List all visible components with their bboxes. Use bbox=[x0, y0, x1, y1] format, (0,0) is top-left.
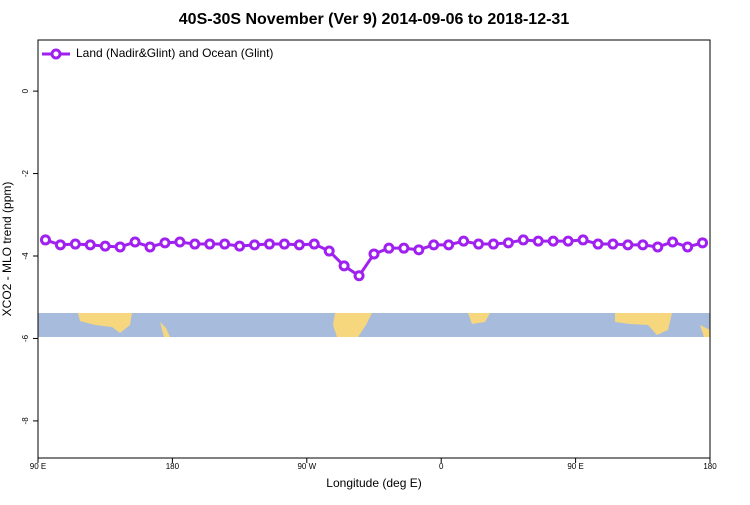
data-point bbox=[398, 242, 410, 254]
data-point bbox=[473, 238, 485, 250]
data-point bbox=[428, 239, 440, 251]
data-point bbox=[487, 238, 499, 250]
data-point bbox=[84, 239, 96, 251]
data-point bbox=[622, 239, 634, 251]
data-point bbox=[159, 237, 171, 249]
x-axis-label: Longitude (deg E) bbox=[326, 476, 421, 490]
data-point bbox=[413, 244, 425, 256]
data-point bbox=[293, 239, 305, 251]
data-point bbox=[517, 234, 529, 246]
data-point bbox=[338, 260, 350, 272]
data-point bbox=[652, 241, 664, 253]
legend: Land (Nadir&Glint) and Ocean (Glint) bbox=[42, 46, 273, 60]
data-point bbox=[592, 238, 604, 250]
data-point bbox=[443, 239, 455, 251]
chart-title: 40S-30S November (Ver 9) 2014-09-06 to 2… bbox=[179, 11, 570, 28]
data-point bbox=[39, 234, 51, 246]
x-tick-label: 180 bbox=[703, 462, 717, 471]
y-tick-label: -4 bbox=[21, 252, 30, 260]
data-point bbox=[323, 245, 335, 257]
data-point bbox=[54, 239, 66, 251]
x-tick-label: 90 E bbox=[567, 462, 583, 471]
data-point bbox=[368, 248, 380, 260]
y-tick-label: -2 bbox=[21, 169, 30, 177]
data-point bbox=[129, 236, 141, 248]
x-tick-label: 180 bbox=[166, 462, 180, 471]
data-point bbox=[249, 239, 261, 251]
data-point bbox=[532, 235, 544, 247]
data-point bbox=[667, 236, 679, 248]
data-point bbox=[353, 270, 365, 282]
data-point bbox=[697, 237, 709, 249]
data-point bbox=[308, 238, 320, 250]
plot-frame bbox=[37, 39, 711, 459]
data-point bbox=[69, 238, 81, 250]
data-point bbox=[174, 236, 186, 248]
data-point bbox=[547, 235, 559, 247]
data-point bbox=[144, 241, 156, 253]
y-tick-label: 0 bbox=[21, 88, 30, 93]
data-point bbox=[234, 240, 246, 252]
data-point bbox=[577, 234, 589, 246]
x-tick-label: 0 bbox=[439, 462, 444, 471]
data-point bbox=[562, 235, 574, 247]
data-point bbox=[607, 238, 619, 250]
y-tick-label: -8 bbox=[21, 417, 30, 425]
data-point bbox=[99, 240, 111, 252]
data-point bbox=[278, 238, 290, 250]
data-point bbox=[502, 237, 514, 249]
data-point bbox=[204, 238, 216, 250]
data-point bbox=[458, 235, 470, 247]
y-tick-label: -6 bbox=[21, 334, 30, 342]
map-strip bbox=[38, 313, 710, 337]
data-point bbox=[189, 238, 201, 250]
data-point bbox=[383, 242, 395, 254]
data-point bbox=[637, 239, 649, 251]
data-point bbox=[682, 241, 694, 253]
data-point bbox=[263, 238, 275, 250]
x-tick-label: 90 W bbox=[297, 462, 316, 471]
y-axis-label: XCO2 - MLO trend (ppm) bbox=[0, 182, 14, 317]
x-tick-label: 90 E bbox=[30, 462, 46, 471]
legend-label: Land (Nadir&Glint) and Ocean (Glint) bbox=[76, 46, 273, 60]
data-point bbox=[114, 241, 126, 253]
data-point bbox=[219, 238, 231, 250]
